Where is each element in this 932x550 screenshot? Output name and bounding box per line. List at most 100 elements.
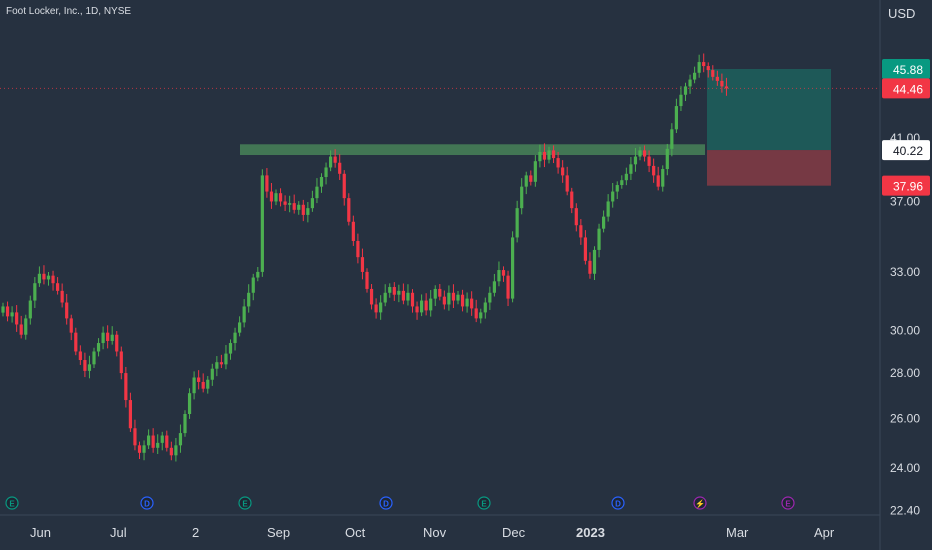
candle xyxy=(492,273,496,297)
drawing-layer xyxy=(0,69,880,186)
candle xyxy=(592,246,597,280)
candle xyxy=(92,347,96,369)
candle xyxy=(647,150,651,173)
price-tick-label: 28.00 xyxy=(890,366,920,380)
earnings-icon[interactable]: E xyxy=(5,496,19,510)
candle xyxy=(570,187,574,214)
candle xyxy=(674,98,678,134)
split-icon[interactable]: ⚡ xyxy=(693,496,707,510)
candle xyxy=(497,261,501,287)
candle xyxy=(133,419,137,451)
dividend-icon[interactable]: D xyxy=(611,496,625,510)
candle xyxy=(470,291,474,316)
candlestick-series xyxy=(1,53,729,462)
candle xyxy=(488,286,492,310)
candle xyxy=(60,283,64,308)
earnings-icon[interactable]: E xyxy=(781,496,795,510)
candle xyxy=(247,284,251,313)
candle xyxy=(388,283,392,298)
candle xyxy=(315,178,319,204)
candle xyxy=(37,266,41,287)
candle xyxy=(451,284,456,308)
earnings-icon[interactable]: E xyxy=(238,496,252,510)
candle xyxy=(306,202,310,223)
candle xyxy=(51,270,55,291)
candle xyxy=(96,338,101,357)
candle xyxy=(15,305,19,332)
price-badge: 45.88 xyxy=(882,59,930,79)
candle xyxy=(192,371,196,400)
candle xyxy=(147,429,151,450)
svg-text:D: D xyxy=(383,500,389,509)
candle xyxy=(56,277,60,295)
candle xyxy=(524,171,528,195)
svg-text:37.96: 37.96 xyxy=(893,180,923,194)
candle xyxy=(392,282,396,301)
candle xyxy=(588,252,592,279)
candle xyxy=(511,231,515,303)
candle xyxy=(119,346,123,380)
candle xyxy=(702,53,706,73)
price-tick-label: 30.00 xyxy=(890,324,920,338)
candle xyxy=(711,65,715,81)
candle xyxy=(165,430,169,452)
candle xyxy=(360,248,365,280)
candle xyxy=(629,156,633,180)
candle xyxy=(356,233,360,264)
candle xyxy=(115,331,119,357)
support-zone[interactable] xyxy=(240,144,705,155)
price-tick-label: 37.00 xyxy=(890,194,920,208)
price-axis[interactable]: USD 22.40 24.00 26.00 28.00 30.00 33.00 37.00 4… xyxy=(888,6,920,517)
candle xyxy=(256,267,260,282)
candle xyxy=(465,292,469,313)
candle xyxy=(456,291,460,305)
candle xyxy=(65,293,69,325)
candle xyxy=(128,392,132,432)
candle xyxy=(433,285,437,307)
candle xyxy=(197,370,201,390)
candle xyxy=(688,74,692,94)
candle xyxy=(542,143,547,168)
candle xyxy=(706,62,710,78)
candle xyxy=(442,290,446,310)
candle xyxy=(278,188,283,207)
candle xyxy=(483,297,487,319)
candle xyxy=(379,295,383,320)
candle xyxy=(228,339,233,360)
candle xyxy=(342,170,346,206)
candle xyxy=(515,200,519,243)
candle xyxy=(69,314,73,341)
time-tick-label: Oct xyxy=(345,525,366,540)
candle xyxy=(219,354,223,369)
candle xyxy=(374,298,378,319)
dividend-icon[interactable]: D xyxy=(379,496,393,510)
candle xyxy=(206,376,210,394)
candle xyxy=(556,151,560,174)
earnings-icon[interactable]: E xyxy=(477,496,491,510)
time-tick-label: Sep xyxy=(267,525,290,540)
time-axis[interactable]: Jun Jul 2 Sep Oct Nov Dec 2023 Mar Apr xyxy=(30,525,835,540)
candle xyxy=(333,149,337,168)
candle xyxy=(215,356,219,377)
candle xyxy=(642,145,647,162)
svg-text:E: E xyxy=(785,500,791,509)
candle xyxy=(520,178,524,215)
dividend-icon[interactable]: D xyxy=(140,496,154,510)
candle xyxy=(365,268,369,293)
svg-text:E: E xyxy=(9,500,15,509)
candle xyxy=(383,284,387,307)
position-target-zone[interactable] xyxy=(707,69,831,151)
candle xyxy=(533,155,537,187)
candle xyxy=(24,314,28,340)
candle xyxy=(406,284,410,306)
candle xyxy=(274,189,278,206)
candle xyxy=(438,284,442,301)
candle xyxy=(620,175,624,189)
candle xyxy=(670,123,674,157)
candle xyxy=(351,215,355,246)
candle xyxy=(83,352,87,378)
svg-text:D: D xyxy=(615,500,621,509)
candle xyxy=(529,170,533,186)
position-stop-zone[interactable] xyxy=(707,150,831,186)
